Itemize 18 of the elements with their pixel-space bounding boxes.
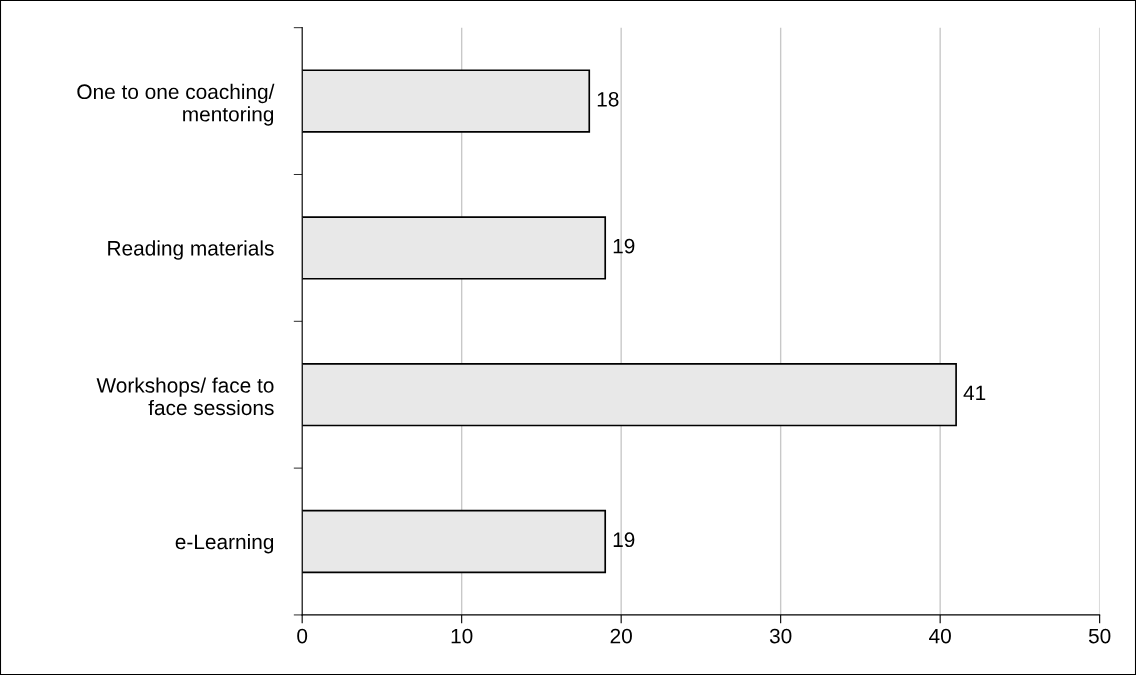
data-label: 18 [597,91,619,107]
x-tick-label: 40 [929,628,951,644]
x-tick-label: 50 [1088,628,1111,644]
y-tick-label: Reading materials [108,240,274,260]
data-label: 19 [613,238,635,254]
y-tick-label: One to one coaching/ mentoring [77,83,275,126]
x-tick-label: 30 [769,628,792,644]
x-tick-label: 10 [451,628,473,644]
bar [302,69,591,133]
x-tick-label: 0 [297,628,308,644]
y-tick-label: e-Learning [175,533,274,554]
data-label: 41 [963,385,986,401]
data-label: 19 [613,532,635,548]
y-tick-label: Workshops/ face to face sessions [96,377,274,416]
bar [302,216,607,280]
bar [302,509,607,574]
x-tick-label: 20 [610,628,632,644]
bar [302,363,957,427]
